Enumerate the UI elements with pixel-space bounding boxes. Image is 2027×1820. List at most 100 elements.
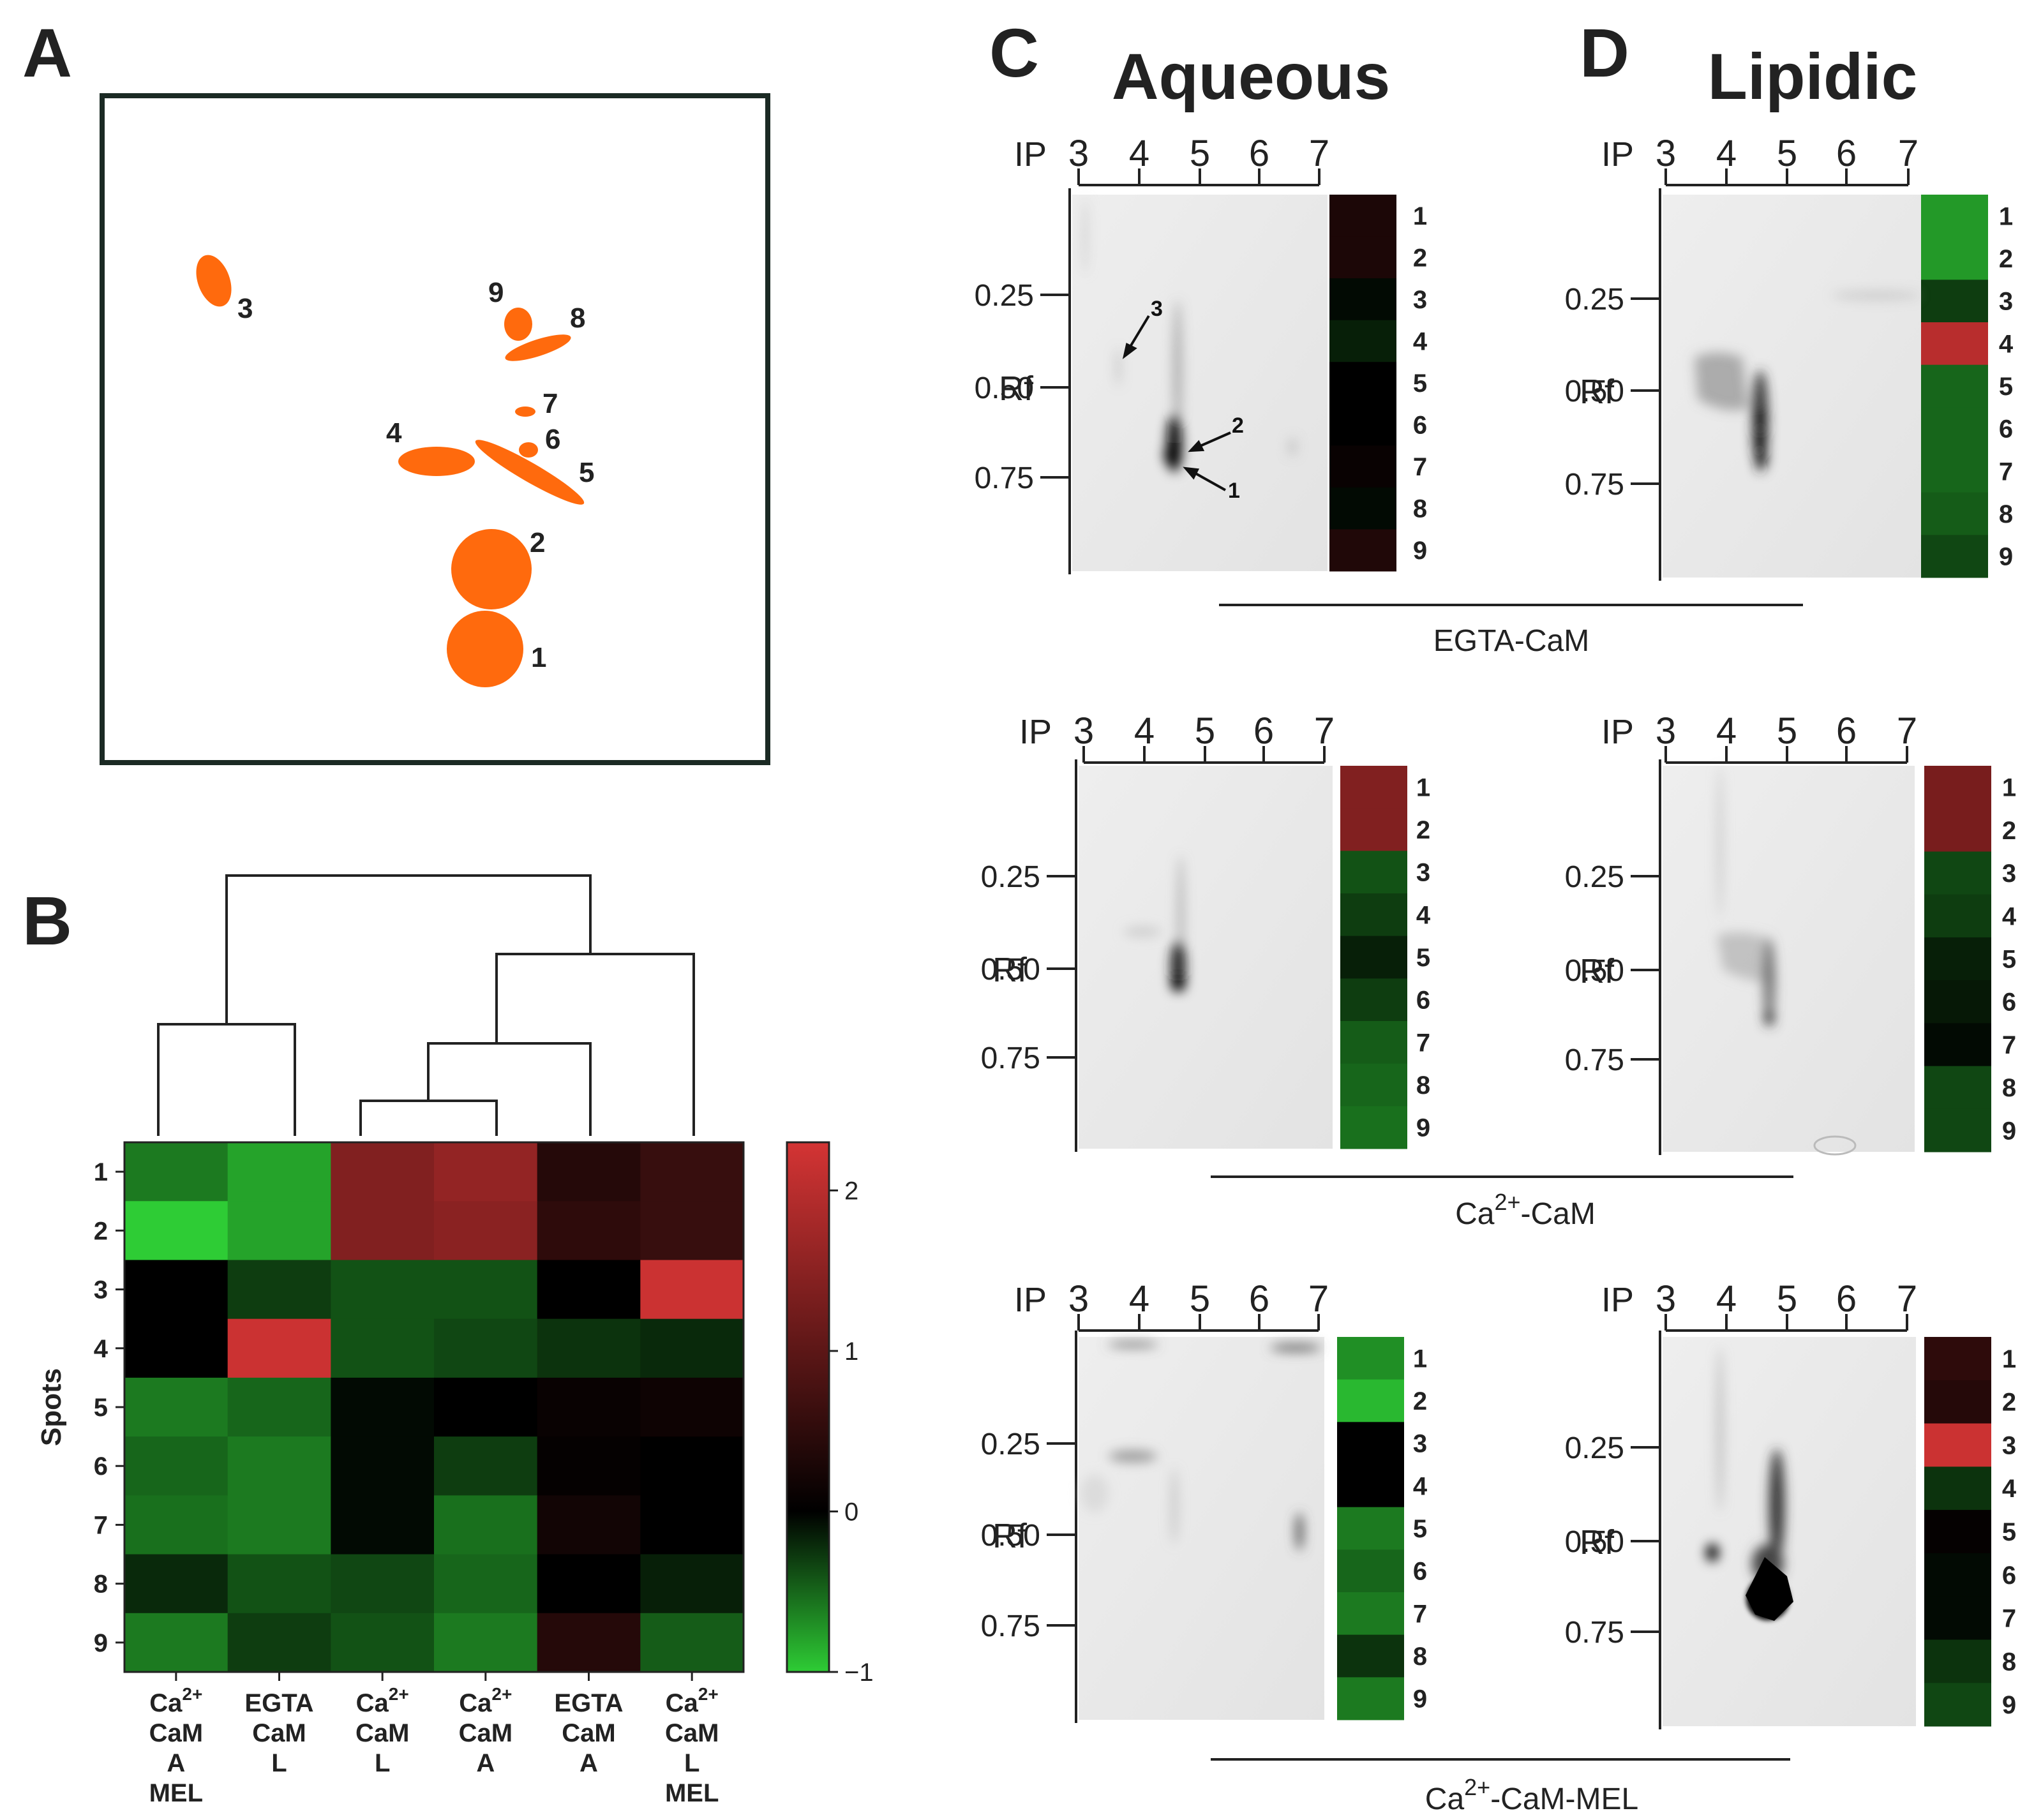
strip-number: 5 xyxy=(1413,369,1427,398)
spot-label-3: 3 xyxy=(237,293,253,324)
colorbar xyxy=(786,1141,830,1673)
rf-axis-label: Rf xyxy=(1580,952,1615,990)
strip-cell xyxy=(1337,1634,1404,1678)
strip-cell xyxy=(1924,1380,1991,1424)
spot-map-frame xyxy=(100,93,770,765)
heatmap-cell xyxy=(537,1554,641,1614)
ip-tick-label: 4 xyxy=(1716,710,1737,752)
heatmap-column-label: CaM xyxy=(252,1719,306,1747)
gel-bubble-artifact xyxy=(1813,1135,1857,1156)
spot-label-1: 1 xyxy=(531,642,546,673)
strip-number: 9 xyxy=(2002,1691,2016,1719)
rf-tick-label: 0.75 xyxy=(981,1041,1040,1075)
strip-number: 4 xyxy=(2002,1475,2017,1503)
heatmap-cell xyxy=(434,1377,538,1437)
strip-number: 3 xyxy=(1413,286,1427,314)
ip-axis-label: IP xyxy=(1601,135,1634,174)
strip-number: 1 xyxy=(2002,774,2016,802)
heatmap-column-label: CaM xyxy=(459,1719,512,1747)
strip-number: 6 xyxy=(2002,988,2016,1017)
strip-cell xyxy=(1921,364,1988,408)
strip-number: 9 xyxy=(1413,537,1427,565)
heatmap-cell xyxy=(331,1436,435,1496)
strip-number: 8 xyxy=(1413,1643,1427,1671)
strip-cell xyxy=(1921,450,1988,493)
ip-tick-label: 5 xyxy=(1777,710,1797,752)
ip-tick-label: 6 xyxy=(1836,133,1857,174)
heatmap-column-label: MEL xyxy=(665,1779,719,1807)
ip-tick-label: 3 xyxy=(1656,710,1676,752)
heatmap-column-label: A xyxy=(580,1749,598,1777)
rf-axis-label: Rf xyxy=(992,1517,1028,1555)
strip-number: 2 xyxy=(2002,817,2016,845)
arrow-label-2: 2 xyxy=(1232,414,1244,438)
strip-number: 5 xyxy=(1999,373,2013,401)
strip-cell xyxy=(1924,1553,1991,1597)
ip-tick-label: 5 xyxy=(1195,710,1215,752)
strip-cell xyxy=(1924,1423,1991,1467)
strip-number: 5 xyxy=(2002,1518,2016,1546)
strip-cell xyxy=(1337,1592,1404,1636)
rf-tick-label: 0.25 xyxy=(981,860,1040,894)
rf-axis-label: Rf xyxy=(999,369,1034,408)
spot-6 xyxy=(519,442,538,458)
heatmap-row-label: 8 xyxy=(94,1570,108,1599)
strip-number: 2 xyxy=(2002,1389,2016,1417)
heatmap-cell xyxy=(640,1613,744,1673)
heatmap-cell xyxy=(227,1554,331,1614)
spot-map xyxy=(196,255,585,687)
heatmap-cell xyxy=(227,1142,331,1202)
strip-cell xyxy=(1337,1549,1404,1593)
strip-number: 4 xyxy=(1413,1472,1428,1500)
heatmap-cell xyxy=(640,1142,744,1202)
strip-cell xyxy=(1924,1337,1991,1381)
strip-cell xyxy=(1329,445,1396,488)
heatmap-column-label: L xyxy=(375,1749,390,1777)
strip-cell xyxy=(1924,1023,1991,1067)
strip-cell xyxy=(1329,236,1396,279)
strip-number: 9 xyxy=(1416,1114,1430,1142)
strip-number: 6 xyxy=(1416,987,1430,1015)
heatmap-cell xyxy=(227,1495,331,1555)
spot-7 xyxy=(515,407,535,417)
ip-tick-label: 7 xyxy=(1898,133,1919,174)
strip-cell xyxy=(1924,851,1991,895)
gel-image-d-mel xyxy=(1706,1346,1793,1621)
panel-label-b: B xyxy=(22,882,72,959)
strip-number: 5 xyxy=(2002,946,2016,974)
ip-tick-label: 6 xyxy=(1836,1278,1857,1320)
ip-tick-label: 6 xyxy=(1836,710,1857,752)
ip-tick-label: 4 xyxy=(1716,133,1737,174)
heatmap-cell xyxy=(331,1318,435,1378)
strip-number: 4 xyxy=(1416,901,1431,929)
heatmap-cell xyxy=(640,1377,744,1437)
ip-axis-label: IP xyxy=(1014,135,1047,174)
ip-tick-label: 3 xyxy=(1656,133,1676,174)
rf-tick-label: 0.75 xyxy=(975,461,1034,495)
ip-tick-label: 5 xyxy=(1777,133,1797,174)
heatmap-row-label: 5 xyxy=(94,1394,108,1422)
strip-cell xyxy=(1921,535,1988,578)
panel-label-d: D xyxy=(1580,14,1629,91)
strip-number: 8 xyxy=(2002,1074,2016,1102)
spot-3 xyxy=(196,255,232,307)
rf-tick-label: 0.75 xyxy=(1565,1043,1624,1077)
heatmap-cell xyxy=(331,1260,435,1320)
strip-number: 4 xyxy=(1999,330,2014,358)
strip-cell xyxy=(1329,529,1396,572)
panel-label-c: C xyxy=(989,14,1039,91)
rf-tick-label: 0.50 xyxy=(1565,1525,1624,1559)
strip-cell xyxy=(1924,1639,1991,1683)
strip-cell xyxy=(1340,1106,1407,1149)
spot-1 xyxy=(447,611,523,687)
heatmap-column-label: L xyxy=(684,1749,699,1777)
strip-cell xyxy=(1337,1677,1404,1720)
heatmap-cell xyxy=(124,1377,228,1437)
gel-image xyxy=(1079,766,1333,1149)
heatmap-cell xyxy=(331,1554,435,1614)
heatmap-cell xyxy=(434,1495,538,1555)
strip-cell xyxy=(1329,362,1396,405)
strip-cell xyxy=(1924,1683,1991,1727)
